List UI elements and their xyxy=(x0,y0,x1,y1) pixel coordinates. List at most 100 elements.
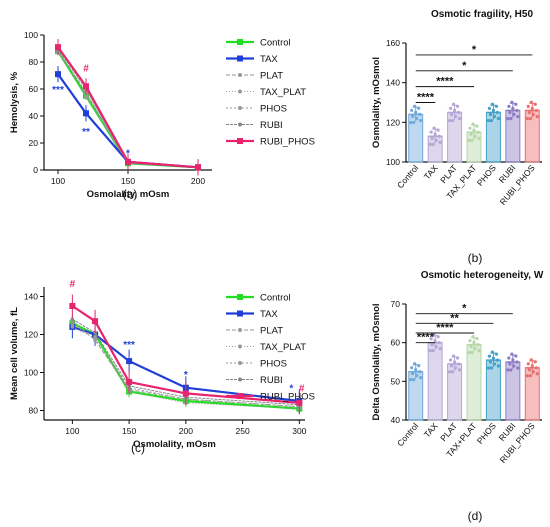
data-point xyxy=(437,341,441,345)
data-point xyxy=(433,132,437,136)
y-tick-label: 60 xyxy=(29,84,39,94)
data-point xyxy=(419,118,423,123)
data-point xyxy=(495,110,500,115)
y-tick-label: 60 xyxy=(391,338,401,348)
legend-marker xyxy=(237,294,243,300)
data-point xyxy=(450,370,455,374)
data-point xyxy=(486,366,491,370)
data-point xyxy=(472,128,476,132)
data-point xyxy=(515,360,519,364)
data-point xyxy=(473,134,477,138)
legend-marker xyxy=(238,89,242,94)
data-point xyxy=(411,372,415,376)
significance-label: **** xyxy=(417,332,435,344)
legend-marker xyxy=(238,73,242,77)
data-point xyxy=(514,354,518,358)
y-axis-label: Osmolality, mOsmol xyxy=(371,57,382,148)
legend-label: TAX_PLAT xyxy=(260,87,306,98)
y-tick-label: 40 xyxy=(391,415,401,425)
data-point xyxy=(529,100,533,104)
data-point xyxy=(496,116,501,121)
data-point xyxy=(431,349,435,353)
y-tick-label: 100 xyxy=(24,30,38,40)
y-tick-label: 140 xyxy=(24,292,38,302)
data-point xyxy=(428,142,432,146)
data-point xyxy=(438,347,442,351)
data-point xyxy=(448,106,453,110)
data-point xyxy=(535,114,539,119)
data-point xyxy=(475,124,479,128)
data-point xyxy=(471,122,475,126)
data-point xyxy=(126,379,133,385)
data-point xyxy=(415,116,419,121)
data-point xyxy=(55,44,61,51)
data-point xyxy=(473,346,477,351)
y-tick-label: 120 xyxy=(386,117,400,127)
data-point xyxy=(455,104,460,108)
data-point xyxy=(453,114,458,119)
data-point xyxy=(487,354,492,358)
legend-marker xyxy=(238,106,242,110)
data-point xyxy=(430,136,434,140)
x-tick-label: 100 xyxy=(51,176,65,186)
data-point xyxy=(418,370,422,374)
data-point xyxy=(531,112,535,117)
data-point xyxy=(527,110,531,115)
significance-label: **** xyxy=(436,76,454,88)
data-point xyxy=(512,364,516,368)
data-point xyxy=(509,116,513,121)
data-point xyxy=(418,112,422,116)
data-point xyxy=(411,114,415,119)
data-point xyxy=(535,372,539,376)
data-point xyxy=(515,108,519,113)
data-point xyxy=(511,106,515,110)
legend-label: TAX xyxy=(260,309,278,320)
data-point xyxy=(494,104,499,108)
y-tick-label: 80 xyxy=(29,406,39,416)
data-point xyxy=(530,364,534,368)
data-point xyxy=(455,356,460,360)
data-point xyxy=(436,335,440,339)
legend-marker xyxy=(237,393,243,399)
data-point xyxy=(486,118,491,123)
chart-title: Osmotic heterogeneity, W xyxy=(421,270,544,281)
data-point xyxy=(451,354,456,358)
series-line-phos xyxy=(72,324,300,408)
data-point xyxy=(436,128,440,132)
data-point xyxy=(467,350,471,355)
data-point xyxy=(412,120,416,125)
data-point xyxy=(453,366,458,370)
y-tick-label: 80 xyxy=(29,57,39,67)
data-point xyxy=(70,323,75,327)
data-point xyxy=(492,362,497,366)
data-point xyxy=(470,138,474,143)
legend-label: Control xyxy=(260,38,291,49)
x-axis-label: Osmolality, mOsm xyxy=(133,439,216,450)
data-point xyxy=(510,352,514,356)
legend-label: PLAT xyxy=(260,326,283,337)
legend-marker xyxy=(238,361,242,365)
data-point xyxy=(507,356,511,360)
data-point xyxy=(431,142,435,146)
legend-label: TAX_PLAT xyxy=(260,342,306,353)
data-point xyxy=(476,343,480,347)
data-point xyxy=(125,158,131,165)
legend-label: Control xyxy=(260,293,291,304)
data-point xyxy=(434,345,438,349)
data-point xyxy=(467,138,471,143)
data-point xyxy=(92,318,99,325)
data-point xyxy=(409,120,413,125)
data-point xyxy=(512,112,516,117)
data-point xyxy=(429,130,433,134)
data-point xyxy=(509,368,513,372)
y-tick-label: 0 xyxy=(33,165,38,175)
significance-label: ** xyxy=(450,312,459,324)
data-point xyxy=(429,337,433,341)
legend-label: RUBI_PHOS xyxy=(260,392,315,403)
data-point xyxy=(69,303,76,309)
significance-label: **** xyxy=(417,92,435,104)
data-point xyxy=(468,126,472,130)
data-point xyxy=(84,95,88,99)
significance-label: * xyxy=(462,303,467,315)
data-point xyxy=(457,368,462,372)
